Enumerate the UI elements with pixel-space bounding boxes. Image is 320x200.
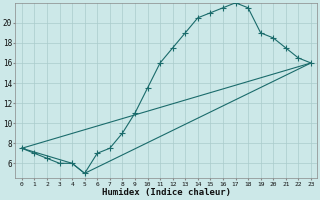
X-axis label: Humidex (Indice chaleur): Humidex (Indice chaleur)	[102, 188, 231, 197]
